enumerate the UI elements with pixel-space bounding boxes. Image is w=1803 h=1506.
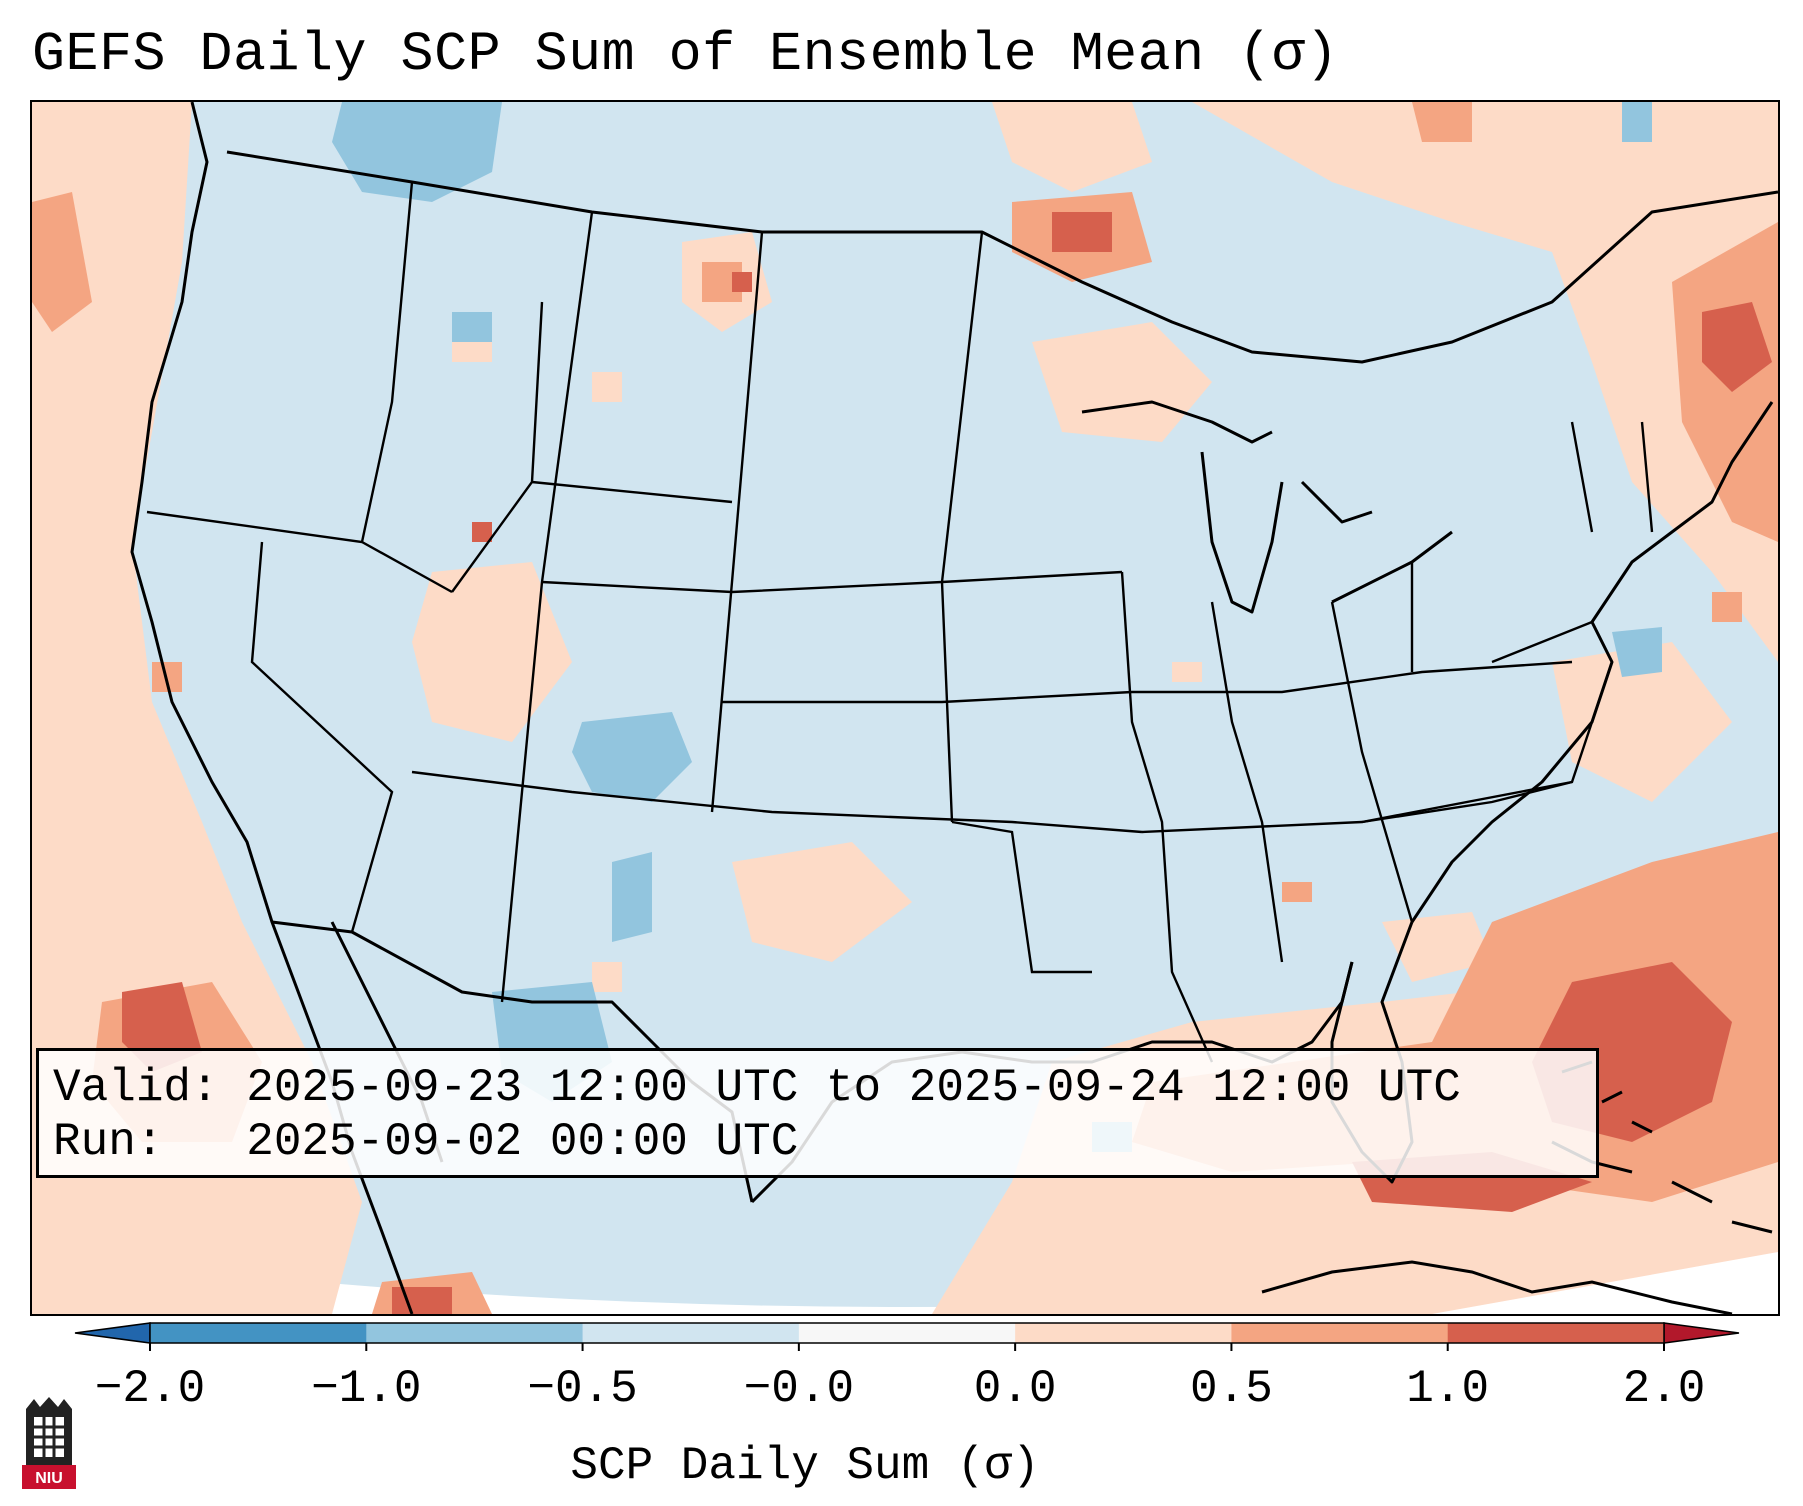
colorbar-ticks: −2.0 −1.0 −0.5 −0.0 0.0 0.5 1.0 2.0 <box>95 1343 1706 1415</box>
colorbar: −2.0 −1.0 −0.5 −0.0 0.0 0.5 1.0 2.0 SCP Daily S… <box>74 1322 1740 1492</box>
state-borders <box>146 181 1654 1063</box>
chart-title: GEFS Daily SCP Sum of Ensemble Mean (σ) <box>32 23 1339 86</box>
colorbar-tick-label: 1.0 <box>1406 1363 1489 1415</box>
colorbar-tick-label: −2.0 <box>95 1363 205 1415</box>
colorbar-tick-label: −0.5 <box>527 1363 637 1415</box>
colorbar-bin <box>366 1323 584 1343</box>
colorbar-bin <box>798 1323 1016 1343</box>
colorbar-bins <box>74 1322 1740 1344</box>
colorbar-outline <box>149 1322 1665 1344</box>
colorbar-tick-label: 0.0 <box>974 1363 1057 1415</box>
colorbar-extend-min <box>74 1322 151 1344</box>
colorbar-tick-label: 2.0 <box>1623 1363 1706 1415</box>
logo-text: NIU <box>35 1470 63 1487</box>
colorbar-bin <box>1447 1323 1665 1343</box>
niu-logo: NIU <box>22 1397 76 1489</box>
valid-time-box: Valid: 2025-09-23 12:00 UTC to 2025-09-2… <box>36 1048 1599 1178</box>
colorbar-bin <box>1231 1323 1449 1343</box>
valid-time-line: Valid: 2025-09-23 12:00 UTC to 2025-09-2… <box>53 1062 1461 1114</box>
colorbar-tick-label: 0.5 <box>1190 1363 1273 1415</box>
colorbar-bin <box>582 1323 800 1343</box>
colorbar-tick-label: −1.0 <box>311 1363 421 1415</box>
colorbar-tick-label: −0.0 <box>744 1363 854 1415</box>
colorbar-bin <box>150 1323 367 1343</box>
colorbar-bin <box>1015 1323 1232 1343</box>
great-lakes <box>1081 400 1453 614</box>
east-coast <box>1410 401 1774 923</box>
colorbar-extend-max <box>1663 1322 1740 1344</box>
run-time-line: Run: 2025-09-02 00:00 UTC <box>53 1116 799 1168</box>
colorbar-label: SCP Daily Sum (σ) <box>570 1440 1039 1492</box>
